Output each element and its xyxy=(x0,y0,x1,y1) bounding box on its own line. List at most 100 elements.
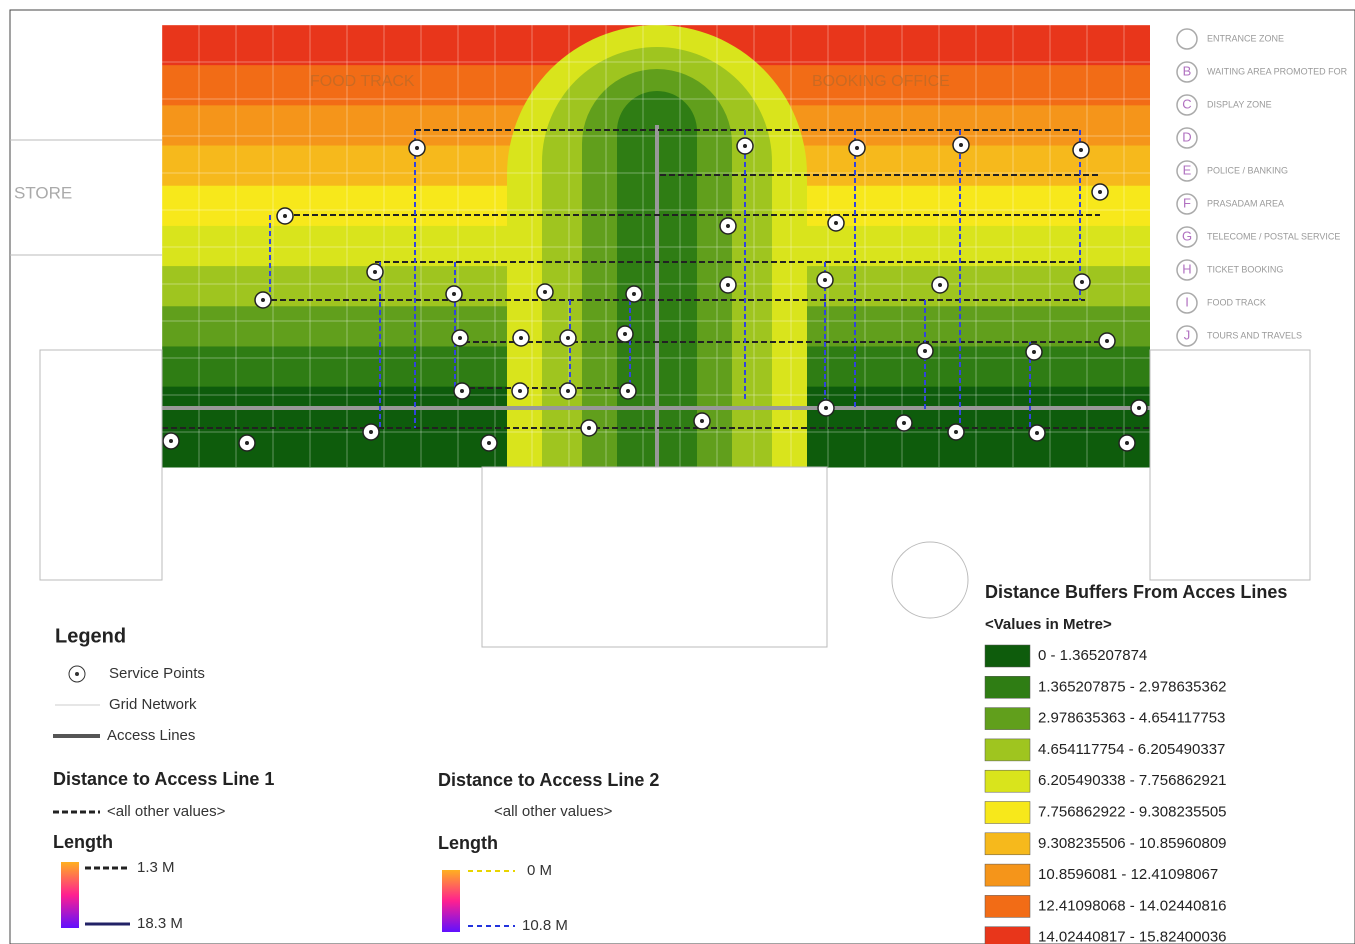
buffer-swatch xyxy=(985,708,1030,730)
service-point-dot xyxy=(369,430,373,434)
service-point-dot xyxy=(923,349,927,353)
service-point-dot xyxy=(632,292,636,296)
buffer-label: 12.41098068 - 14.02440816 xyxy=(1038,897,1227,914)
service-point-dot xyxy=(1079,148,1083,152)
service-point-dot xyxy=(458,336,462,340)
service-point-dot xyxy=(261,298,265,302)
length-title: Length xyxy=(438,833,498,853)
buffer-label: 14.02440817 - 15.82400036 xyxy=(1038,929,1227,944)
zone-letter: D xyxy=(1182,129,1191,144)
map: STORE FOOD TRACK BOOKING OFFICE ENTRANCE… xyxy=(0,0,1355,944)
service-point-dot xyxy=(283,214,287,218)
zone-letter: I xyxy=(1185,294,1189,309)
service-point-dot xyxy=(245,441,249,445)
buffer-swatch xyxy=(985,770,1030,792)
service-point-dot xyxy=(519,336,523,340)
section-title: Distance to Access Line 2 xyxy=(438,770,659,790)
zone-letter: B xyxy=(1183,63,1192,78)
legend-item: Service Points xyxy=(109,665,205,682)
service-point-dot xyxy=(626,389,630,393)
zone-label: DISPLAY ZONE xyxy=(1207,99,1272,109)
zone-letter: C xyxy=(1182,96,1191,111)
zone-label: PRASADAM AREA xyxy=(1207,198,1284,208)
service-point-dot xyxy=(566,336,570,340)
service-point-dot xyxy=(487,441,491,445)
zone-label: WAITING AREA PROMOTED FOR xyxy=(1207,66,1348,76)
service-point-dot xyxy=(902,421,906,425)
buffer-label: 4.654117754 - 6.205490337 xyxy=(1038,741,1225,758)
service-point-dot xyxy=(1032,350,1036,354)
buffer-label: 7.756862922 - 9.308235505 xyxy=(1038,803,1227,820)
buffer-label: 9.308235506 - 10.85960809 xyxy=(1038,835,1227,852)
buffer-swatch xyxy=(985,895,1030,917)
legend-item: Grid Network xyxy=(109,696,197,713)
service-point-dot xyxy=(1035,431,1039,435)
buffer-label: 6.205490338 - 7.756862921 xyxy=(1038,772,1227,789)
zone-label: ENTRANCE ZONE xyxy=(1207,33,1284,43)
service-point-dot xyxy=(415,146,419,150)
zone-label: TICKET BOOKING xyxy=(1207,264,1283,274)
legend-item: Access Lines xyxy=(107,727,195,744)
service-point-dot xyxy=(1105,339,1109,343)
section-title: Distance to Access Line 1 xyxy=(53,769,274,789)
service-point-dot xyxy=(566,389,570,393)
service-point-dot xyxy=(169,439,173,443)
buffer-swatch xyxy=(985,645,1030,667)
service-point-dot xyxy=(834,221,838,225)
service-point-dot xyxy=(1137,406,1141,410)
service-point-dot xyxy=(959,143,963,147)
buffer-title: Distance Buffers From Acces Lines xyxy=(985,582,1287,602)
buffer-swatch xyxy=(985,802,1030,824)
service-point-dot xyxy=(824,406,828,410)
service-point-dot xyxy=(1080,280,1084,284)
service-point-dot xyxy=(543,290,547,294)
zone-letter: J xyxy=(1184,327,1191,342)
zone-letter: G xyxy=(1182,228,1192,243)
service-point-dot xyxy=(954,430,958,434)
service-point-dot xyxy=(623,332,627,336)
length-max: 18.3 M xyxy=(137,915,183,932)
buffer-swatch xyxy=(985,864,1030,886)
length-min: 1.3 M xyxy=(137,859,175,876)
buffer-subtitle: <Values in Metre> xyxy=(985,616,1112,633)
service-point-dot xyxy=(823,278,827,282)
length-max: 10.8 M xyxy=(522,917,568,934)
buffer-swatch xyxy=(985,833,1030,855)
zone-marker xyxy=(1177,29,1197,49)
service-point-dot xyxy=(726,283,730,287)
map-label: BOOKING OFFICE xyxy=(812,73,950,90)
length-min: 0 M xyxy=(527,862,552,879)
service-point-dot xyxy=(373,270,377,274)
legend-item: <all other values> xyxy=(494,803,613,820)
map-label: FOOD TRACK xyxy=(310,73,415,90)
service-point-dot xyxy=(700,419,704,423)
service-point-dot xyxy=(518,389,522,393)
service-point-dot xyxy=(452,292,456,296)
gradient xyxy=(61,862,79,928)
buffer-swatch xyxy=(985,927,1030,944)
zone-list: ENTRANCE ZONE B WAITING AREA PROMOTED FOR C… xyxy=(1177,29,1348,346)
service-point-dot xyxy=(1098,190,1102,194)
service-point-dot xyxy=(587,426,591,430)
length-title: Length xyxy=(53,832,113,852)
gradient xyxy=(442,870,460,932)
zone-letter: H xyxy=(1182,261,1191,276)
zone-letter: F xyxy=(1183,195,1191,210)
buffer-label: 1.365207875 - 2.978635362 xyxy=(1038,678,1227,695)
service-point-dot xyxy=(743,144,747,148)
buffer-swatch xyxy=(985,676,1030,698)
service-point-dot xyxy=(938,283,942,287)
zone-label: FOOD TRACK xyxy=(1207,297,1266,307)
legend-title: Legend xyxy=(55,625,126,647)
zone-letter: E xyxy=(1183,162,1192,177)
buffer-swatch xyxy=(985,739,1030,761)
service-point-dot xyxy=(460,389,464,393)
buffer-label: 2.978635363 - 4.654117753 xyxy=(1038,710,1225,727)
legend-symbol xyxy=(75,672,79,676)
zone-label: POLICE / BANKING xyxy=(1207,165,1288,175)
page: STORE FOOD TRACK BOOKING OFFICE ENTRANCE… xyxy=(0,0,1355,944)
zone-label: TELECOME / POSTAL SERVICE xyxy=(1207,231,1340,241)
service-point-dot xyxy=(1125,441,1129,445)
buffer-label: 10.8596081 - 12.41098067 xyxy=(1038,866,1218,883)
service-point-dot xyxy=(855,146,859,150)
